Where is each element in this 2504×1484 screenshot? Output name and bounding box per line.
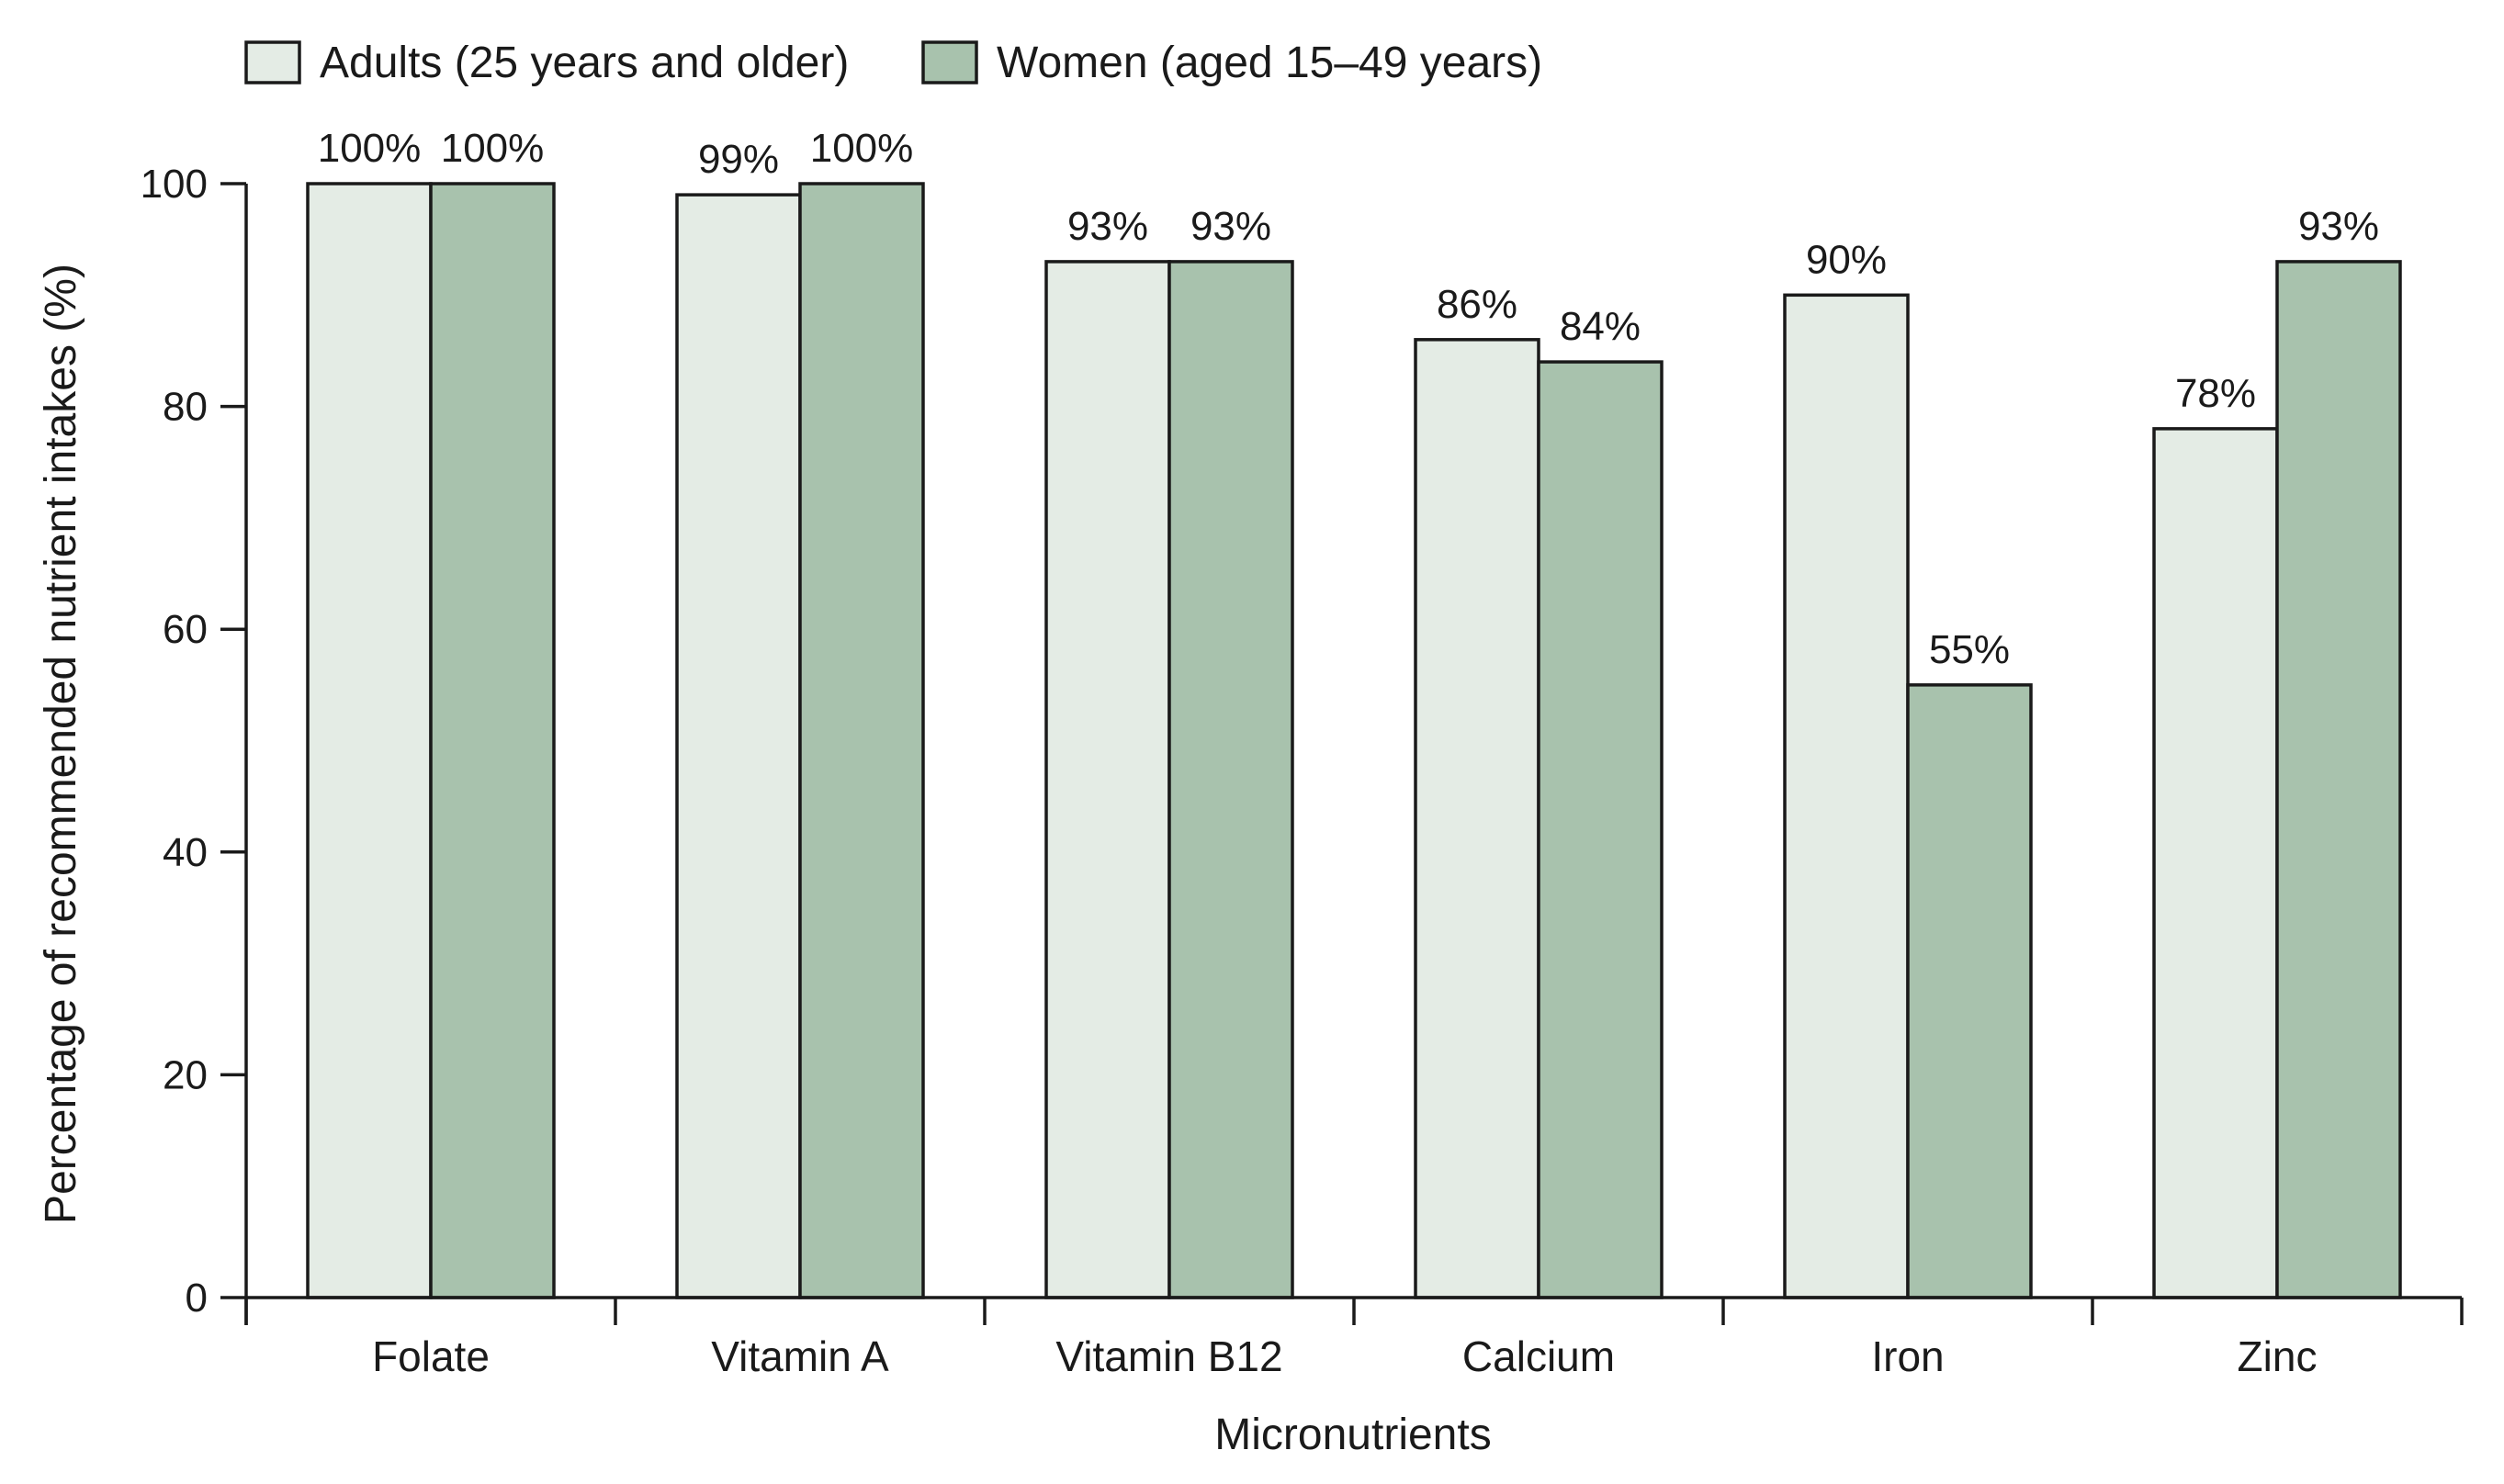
bar-iron-series-1 bbox=[1783, 293, 1910, 1299]
legend-swatch-1 bbox=[244, 40, 301, 84]
legend-label-1: Adults (25 years and older) bbox=[320, 39, 849, 87]
y-tick-label: 100 bbox=[141, 162, 208, 207]
bar-vitamin-b12-series-2 bbox=[1167, 260, 1294, 1299]
legend: Adults (25 years and older) Women (aged 1… bbox=[244, 39, 1542, 87]
x-tick-label: Folate bbox=[372, 1332, 490, 1380]
y-axis-title: Percentage of recommended nutrient intak… bbox=[37, 264, 85, 1224]
data-label: 86% bbox=[1437, 282, 1517, 327]
data-label: 93% bbox=[2298, 204, 2379, 249]
y-tick-label: 40 bbox=[163, 830, 208, 875]
x-tick-label: Vitamin A bbox=[711, 1332, 889, 1380]
bar-iron-series-2 bbox=[1906, 683, 2033, 1299]
y-tick-label: 80 bbox=[163, 385, 208, 430]
bars-group: 100% 100% 99% 100% 93% 93% 86% 84% 90% 55% 78% 93% bbox=[306, 126, 2402, 1299]
bar-zinc-series-1 bbox=[2152, 427, 2279, 1299]
y-tick-label: 20 bbox=[163, 1052, 208, 1097]
x-tick-label: Vitamin B12 bbox=[1055, 1332, 1282, 1380]
bar-folate-series-2 bbox=[429, 182, 556, 1299]
bar-calcium-series-1 bbox=[1414, 338, 1540, 1299]
x-tick-label: Iron bbox=[1871, 1332, 1944, 1380]
data-label: 93% bbox=[1067, 204, 1148, 249]
data-label: 100% bbox=[441, 126, 545, 171]
data-label: 100% bbox=[318, 126, 422, 171]
bar-vitamin-b12-series-1 bbox=[1044, 260, 1171, 1299]
y-tick-label: 0 bbox=[186, 1276, 208, 1321]
y-tick-label: 60 bbox=[163, 607, 208, 652]
data-label: 100% bbox=[810, 126, 914, 171]
legend-label-2: Women (aged 15–49 years) bbox=[997, 39, 1542, 87]
axes-group: 0 20 40 60 80 100 Folate Vitamin A Vitamin B12 Ca… bbox=[141, 162, 2464, 1380]
x-tick-label: Calcium bbox=[1462, 1332, 1615, 1380]
bar-vitamin-a-series-2 bbox=[798, 182, 925, 1299]
bar-vitamin-a-series-1 bbox=[675, 193, 802, 1299]
legend-swatch-2 bbox=[921, 40, 978, 84]
x-tick-label: Zinc bbox=[2238, 1332, 2318, 1380]
data-label: 99% bbox=[698, 137, 779, 182]
data-label: 78% bbox=[2175, 371, 2256, 416]
bar-folate-series-1 bbox=[306, 182, 433, 1299]
data-label: 90% bbox=[1806, 237, 1887, 282]
bar-calcium-series-2 bbox=[1537, 360, 1664, 1299]
x-axis-title: Micronutrients bbox=[1214, 1411, 1491, 1459]
data-label: 84% bbox=[1560, 304, 1641, 349]
data-label: 55% bbox=[1929, 627, 2010, 672]
bar-zinc-series-2 bbox=[2275, 260, 2402, 1299]
data-label: 93% bbox=[1190, 204, 1271, 249]
